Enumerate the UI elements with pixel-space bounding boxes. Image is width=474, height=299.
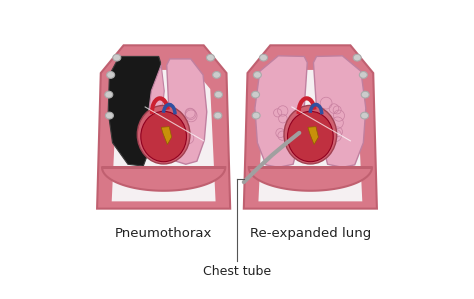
Ellipse shape xyxy=(288,111,333,162)
Polygon shape xyxy=(97,45,230,209)
Polygon shape xyxy=(255,56,307,167)
Ellipse shape xyxy=(361,112,369,119)
Ellipse shape xyxy=(361,91,369,98)
Ellipse shape xyxy=(105,112,113,119)
Ellipse shape xyxy=(141,111,186,162)
Ellipse shape xyxy=(252,91,260,98)
Ellipse shape xyxy=(284,106,337,164)
Ellipse shape xyxy=(353,54,361,61)
Text: Chest tube: Chest tube xyxy=(203,265,271,278)
Polygon shape xyxy=(112,70,216,201)
Polygon shape xyxy=(147,65,164,133)
Ellipse shape xyxy=(260,54,267,61)
Polygon shape xyxy=(313,56,366,167)
Ellipse shape xyxy=(105,91,113,98)
Ellipse shape xyxy=(214,91,222,98)
Ellipse shape xyxy=(137,106,190,164)
Ellipse shape xyxy=(113,54,121,61)
Ellipse shape xyxy=(254,71,261,78)
Ellipse shape xyxy=(207,54,214,61)
Ellipse shape xyxy=(214,112,222,119)
Text: Re-expanded lung: Re-expanded lung xyxy=(250,227,371,240)
Ellipse shape xyxy=(252,112,260,119)
Polygon shape xyxy=(249,167,372,191)
Polygon shape xyxy=(244,45,377,209)
Ellipse shape xyxy=(359,71,367,78)
Polygon shape xyxy=(102,167,225,191)
Polygon shape xyxy=(161,127,172,144)
Ellipse shape xyxy=(107,71,115,78)
Polygon shape xyxy=(308,127,319,144)
Text: Pneumothorax: Pneumothorax xyxy=(115,227,212,240)
Polygon shape xyxy=(108,57,161,166)
Ellipse shape xyxy=(213,71,220,78)
Polygon shape xyxy=(167,59,207,164)
Polygon shape xyxy=(258,70,362,201)
